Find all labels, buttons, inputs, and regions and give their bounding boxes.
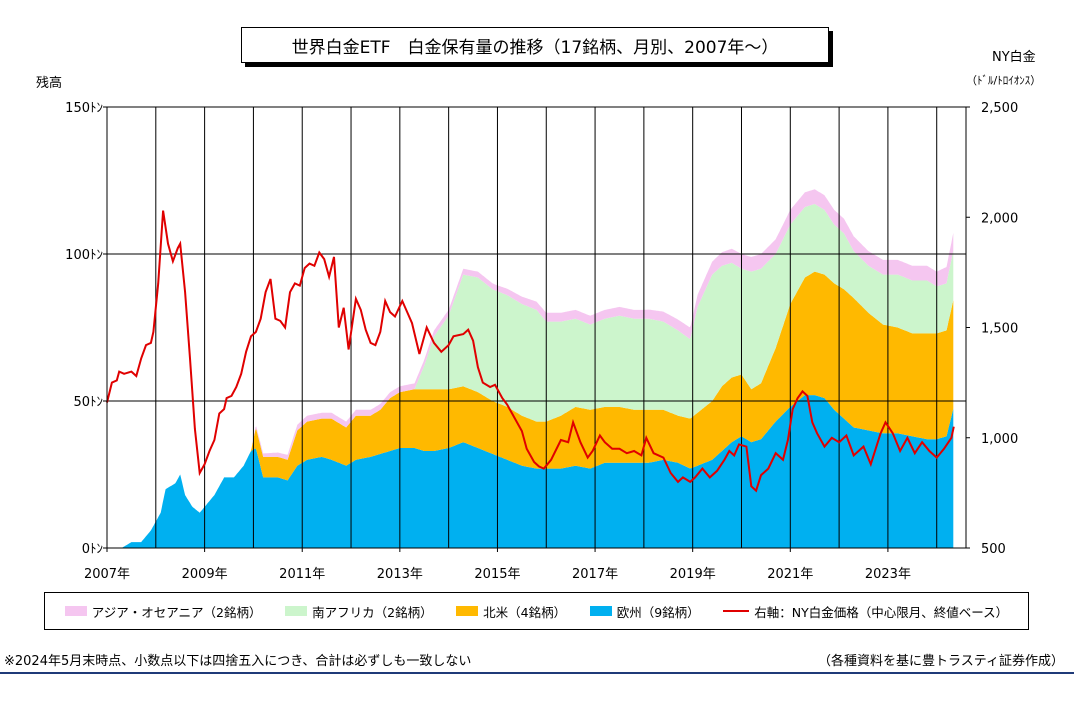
- legend-item-price: 右軸：NY白金価格（中心限月、終値ベース）: [723, 602, 1008, 621]
- legend-swatch-europe: [589, 606, 612, 616]
- price-line: [106, 210, 955, 493]
- x-tick-label: 2021年: [767, 567, 813, 582]
- legend-swatch-south-africa: [285, 606, 308, 616]
- x-tick-label: 2009年: [182, 567, 228, 582]
- legend-swatch-price: [723, 610, 750, 612]
- left-tick-label: 100ﾄﾝ: [65, 248, 103, 263]
- x-tick-label: 2011年: [279, 567, 325, 582]
- x-tick-label: 2017年: [572, 567, 618, 582]
- left-tick-label: 50ﾄﾝ: [73, 395, 103, 410]
- legend-label-south-africa: 南アフリカ（2銘柄）: [312, 604, 433, 620]
- chart-plot: 0ﾄﾝ 50ﾄﾝ 100ﾄﾝ 150ﾄﾝ 500 1,000 1,500 2,000 2,500…: [65, 101, 1018, 582]
- right-axis-label: NY白金: [992, 50, 1036, 65]
- legend-label-asia: アジア・オセアニア（2銘柄）: [91, 604, 262, 620]
- legend-item-north-america: 北米（4銘柄）: [456, 602, 566, 621]
- x-tick-label: 2019年: [670, 567, 716, 582]
- bottom-rule: [0, 672, 1074, 674]
- legend-item-south-africa: 南アフリカ（2銘柄）: [285, 602, 433, 621]
- left-tick-label: 0ﾄﾝ: [82, 542, 103, 557]
- right-tick-label: 2,500: [981, 101, 1018, 116]
- right-tick-label: 1,000: [981, 432, 1018, 447]
- legend-item-asia: アジア・オセアニア（2銘柄）: [64, 602, 262, 621]
- x-tick-label: 2007年: [84, 567, 130, 582]
- right-axis-unit: （ﾄﾞﾙ/ﾄﾛｲｵﾝｽ）: [966, 74, 1042, 87]
- footnote: ※2024年5月末時点、小数点以下は四捨五入につき、合計は必ずしも一致しない: [4, 654, 472, 669]
- x-tick-label: 2023年: [865, 567, 911, 582]
- source-note: （各種資料を基に豊トラスティ証券作成）: [818, 654, 1064, 669]
- right-tick-label: 1,500: [981, 322, 1018, 337]
- left-tick-label: 150ﾄﾝ: [65, 101, 103, 116]
- x-tick-label: 2015年: [474, 567, 520, 582]
- right-tick-label: 2,000: [981, 211, 1018, 226]
- x-tick-label: 2013年: [377, 567, 423, 582]
- legend-label-europe: 欧州（9銘柄）: [616, 604, 700, 620]
- left-axis-label: 残高: [36, 76, 63, 91]
- legend: アジア・オセアニア（2銘柄） 南アフリカ（2銘柄） 北米（4銘柄） 欧州（9銘柄…: [44, 592, 1029, 630]
- area-north-america: [107, 271, 954, 548]
- right-tick-label: 500: [981, 542, 1006, 557]
- legend-label-north-america: 北米（4銘柄）: [483, 604, 567, 620]
- legend-label-price: 右軸：NY白金価格（中心限月、終値ベース）: [754, 604, 1009, 620]
- chart-title: 世界白金ETF 白金保有量の推移（17銘柄、月別、2007年～）: [241, 27, 829, 63]
- legend-item-europe: 欧州（9銘柄）: [589, 602, 700, 621]
- legend-swatch-north-america: [456, 606, 479, 616]
- legend-swatch-asia: [64, 606, 87, 616]
